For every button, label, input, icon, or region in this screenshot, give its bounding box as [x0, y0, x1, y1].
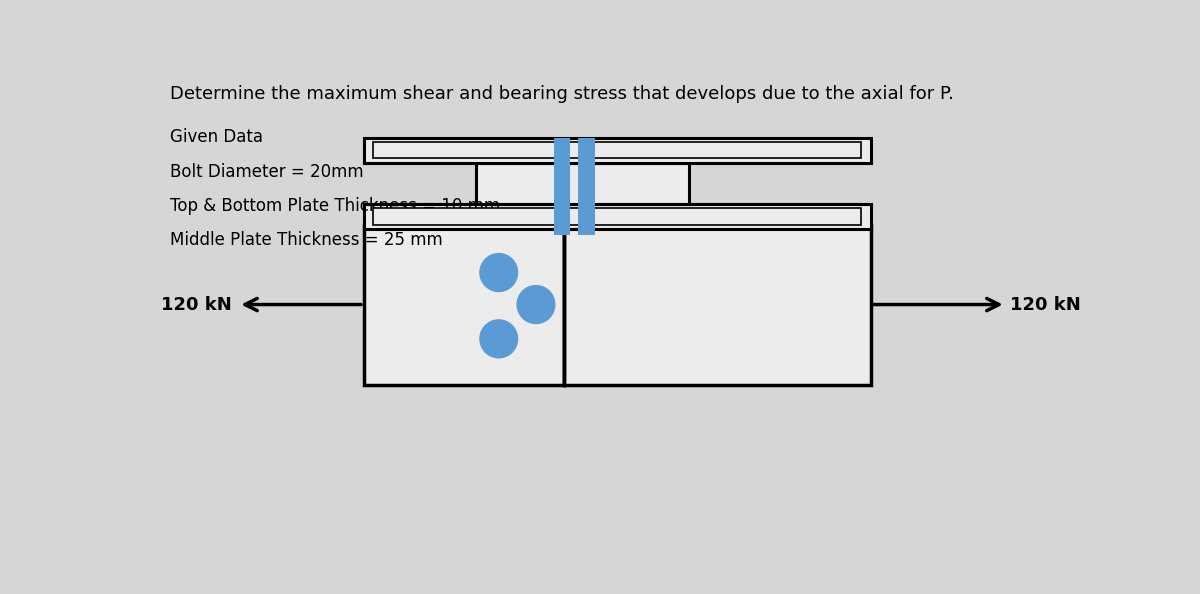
Bar — [364, 138, 871, 163]
Bar — [578, 138, 594, 235]
Bar — [553, 138, 570, 235]
Text: Given Data: Given Data — [170, 128, 264, 147]
Text: Top & Bottom Plate Thickness = 10 mm: Top & Bottom Plate Thickness = 10 mm — [170, 197, 500, 215]
Ellipse shape — [479, 253, 518, 292]
Bar — [373, 142, 862, 158]
Ellipse shape — [479, 319, 518, 359]
Ellipse shape — [516, 285, 556, 324]
Text: Bolt Diameter = 20mm: Bolt Diameter = 20mm — [170, 163, 364, 181]
Text: 120 kN: 120 kN — [1010, 296, 1081, 314]
Bar — [364, 204, 871, 229]
Text: Determine the maximum shear and bearing stress that develops due to the axial fo: Determine the maximum shear and bearing … — [170, 85, 954, 103]
Bar — [364, 225, 564, 384]
Text: 120 kN: 120 kN — [161, 296, 232, 314]
Bar — [564, 225, 871, 384]
Text: Middle Plate Thickness = 25 mm: Middle Plate Thickness = 25 mm — [170, 232, 443, 249]
Bar — [373, 208, 862, 225]
Bar — [475, 163, 689, 204]
